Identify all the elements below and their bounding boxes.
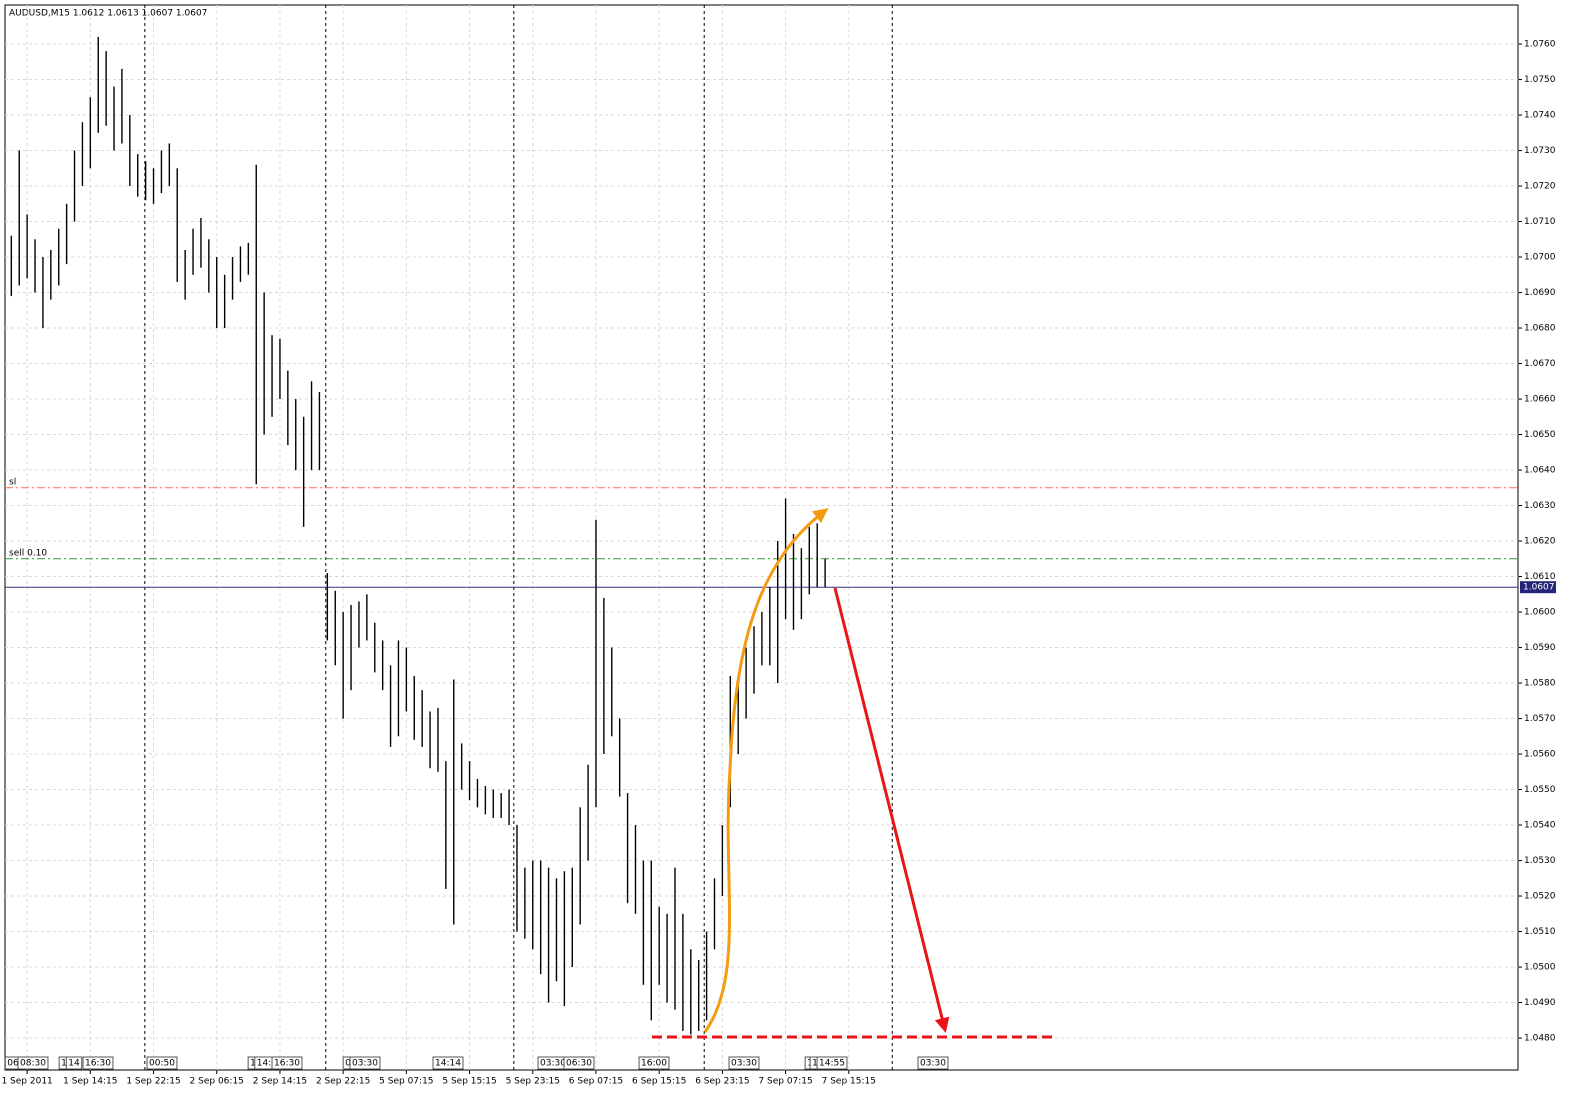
time-marker: 14:14 <box>435 1059 461 1069</box>
time-marker-box <box>816 1056 848 1070</box>
y-tick-label: 1.0590 <box>1524 643 1556 653</box>
y-tick-label: 1.0720 <box>1524 182 1556 192</box>
time-marker: 14 <box>68 1059 80 1069</box>
order-level-label: sl <box>9 477 16 487</box>
y-tick-label: 1.0710 <box>1524 217 1556 227</box>
time-marker: 1 <box>812 1059 818 1069</box>
y-tick-label: 1.0510 <box>1524 927 1556 937</box>
x-tick-label: 5 Sep 07:15 <box>379 1077 433 1087</box>
time-marker-box <box>432 1056 464 1070</box>
y-tick-label: 1.0690 <box>1524 288 1556 298</box>
time-marker-box <box>82 1056 114 1070</box>
time-marker: 06 <box>7 1059 19 1069</box>
time-marker: 03:30 <box>920 1059 946 1069</box>
y-tick-label: 1.0650 <box>1524 430 1556 440</box>
time-marker: 14: <box>257 1059 271 1069</box>
time-marker: 03:30 <box>731 1059 757 1069</box>
time-marker-box <box>638 1056 670 1070</box>
y-tick-label: 1.0670 <box>1524 359 1556 369</box>
last-price-box <box>1520 581 1556 594</box>
time-marker: 03:30 <box>540 1059 566 1069</box>
x-tick-label: 5 Sep 15:15 <box>442 1077 496 1087</box>
time-marker-box <box>17 1056 49 1070</box>
x-tick-label: 2 Sep 06:15 <box>190 1077 244 1087</box>
time-marker: 03:30 <box>352 1059 378 1069</box>
y-tick-label: 1.0530 <box>1524 856 1556 866</box>
x-tick-label: 7 Sep 07:15 <box>758 1077 812 1087</box>
x-tick-label: 2 Sep 22:15 <box>316 1077 370 1087</box>
y-tick-label: 1.0480 <box>1524 1034 1556 1044</box>
time-marker: 16:00 <box>641 1059 667 1069</box>
time-marker-box <box>728 1056 760 1070</box>
x-tick-label: 1 Sep 14:15 <box>63 1077 117 1087</box>
y-tick-label: 1.0700 <box>1524 253 1556 263</box>
x-tick-label: 1 Sep 22:15 <box>126 1077 180 1087</box>
time-marker-box <box>65 1056 83 1070</box>
y-tick-label: 1.0620 <box>1524 537 1556 547</box>
x-tick-label: 2 Sep 14:15 <box>253 1077 307 1087</box>
time-marker-box <box>563 1056 595 1070</box>
x-tick-label: 7 Sep 15:15 <box>822 1077 876 1087</box>
y-tick-label: 1.0570 <box>1524 714 1556 724</box>
y-tick-label: 1.0760 <box>1524 40 1556 50</box>
y-tick-label: 1.0500 <box>1524 963 1556 973</box>
y-tick-label: 1.0740 <box>1524 111 1556 121</box>
y-tick-label: 1.0660 <box>1524 395 1556 405</box>
x-tick-label: 5 Sep 23:15 <box>506 1077 560 1087</box>
y-tick-label: 1.0600 <box>1524 608 1556 618</box>
time-marker: 16:30 <box>274 1059 300 1069</box>
last-price-label: 1.0607 <box>1523 583 1555 593</box>
orange-arrow <box>703 508 829 1033</box>
x-tick-label: 6 Sep 07:15 <box>569 1077 623 1087</box>
time-marker-box <box>271 1056 303 1070</box>
chart-title: AUDUSD,M15 1.0612 1.0613 1.0607 1.0607 <box>9 9 207 19</box>
y-tick-label: 1.0540 <box>1524 821 1556 831</box>
y-tick-label: 1.0630 <box>1524 501 1556 511</box>
y-tick-label: 1.0750 <box>1524 75 1556 85</box>
time-marker: 0 <box>345 1059 351 1069</box>
y-tick-label: 1.0680 <box>1524 324 1556 334</box>
y-tick-label: 1.0640 <box>1524 466 1556 476</box>
x-tick-label: 6 Sep 23:15 <box>695 1077 749 1087</box>
x-tick-label: 6 Sep 15:15 <box>632 1077 686 1087</box>
time-marker: 1 <box>250 1059 256 1069</box>
y-tick-label: 1.0520 <box>1524 892 1556 902</box>
time-marker: 00:50 <box>149 1059 175 1069</box>
time-marker: 16:30 <box>85 1059 111 1069</box>
y-tick-label: 1.0580 <box>1524 679 1556 689</box>
red-arrow <box>833 587 950 1033</box>
y-tick-label: 1.0730 <box>1524 146 1556 156</box>
y-tick-label: 1.0560 <box>1524 750 1556 760</box>
time-marker-box <box>146 1056 178 1070</box>
time-marker-box <box>917 1056 949 1070</box>
y-tick-label: 1.0490 <box>1524 998 1556 1008</box>
y-tick-label: 1.0550 <box>1524 785 1556 795</box>
order-level-label: sell 0.10 <box>9 548 47 558</box>
y-tick-label: 1.0610 <box>1524 572 1556 582</box>
time-marker: 06:30 <box>566 1059 592 1069</box>
time-marker: 14:55 <box>819 1059 845 1069</box>
plot-frame <box>4 4 1519 1071</box>
x-tick-label: 1 Sep 2011 <box>1 1077 52 1087</box>
time-marker: 08:30 <box>20 1059 46 1069</box>
time-marker-box <box>349 1056 381 1070</box>
time-marker: 1 <box>61 1059 67 1069</box>
